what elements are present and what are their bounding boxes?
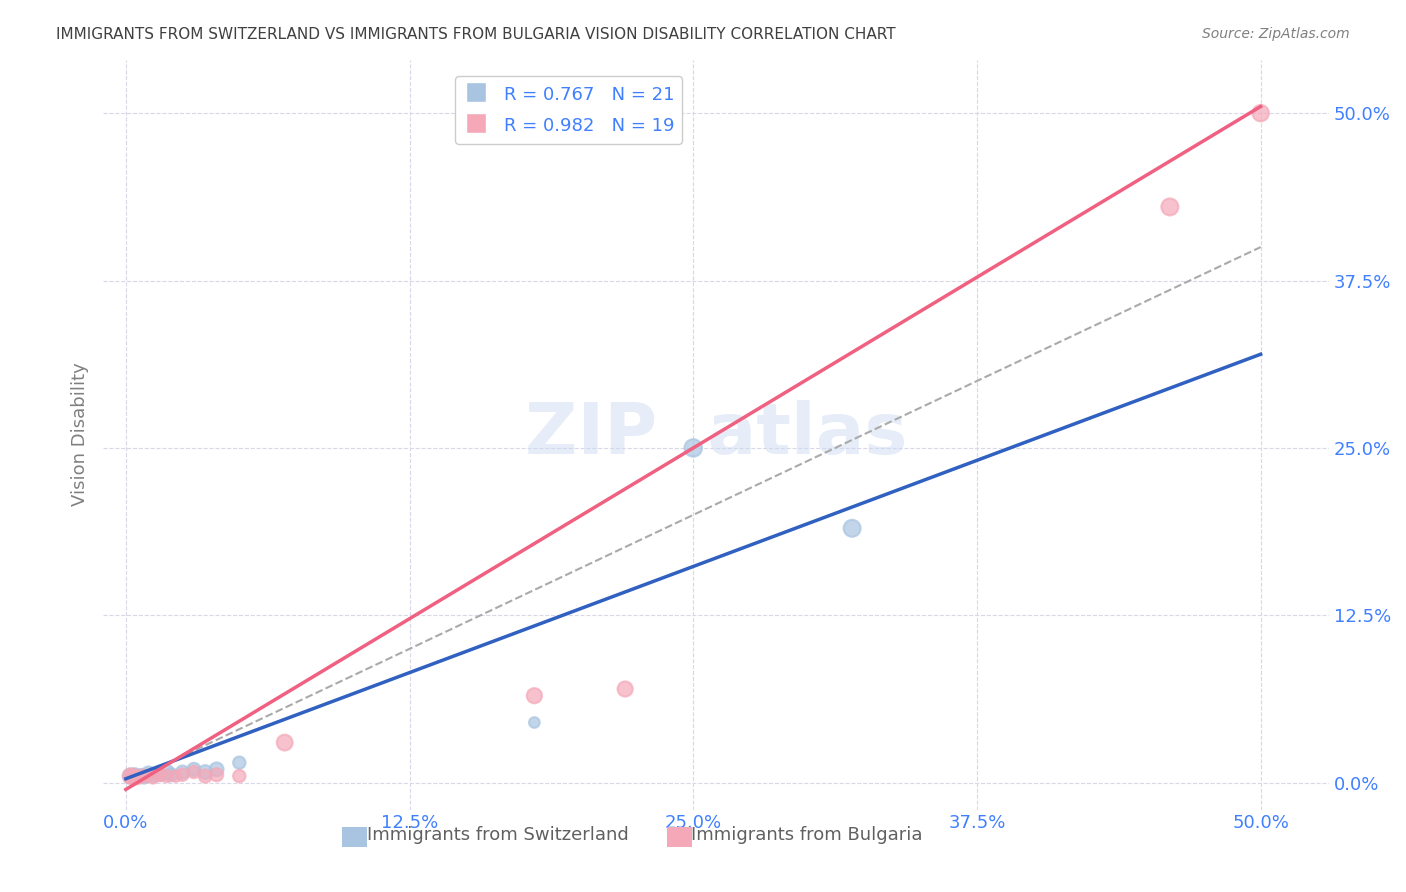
Point	[132, 771, 155, 785]
Point	[120, 769, 142, 783]
Point	[149, 768, 172, 782]
Text: Immigrants from Switzerland: Immigrants from Switzerland	[367, 825, 628, 844]
Point	[142, 771, 165, 785]
Point	[228, 769, 250, 783]
Point	[614, 681, 637, 696]
Point	[205, 763, 228, 777]
Point	[156, 765, 179, 780]
Point	[127, 771, 149, 785]
Text: Source: ZipAtlas.com: Source: ZipAtlas.com	[1202, 27, 1350, 41]
Point	[149, 768, 172, 782]
Text: ZIP  atlas: ZIP atlas	[524, 401, 907, 469]
Point	[128, 769, 150, 783]
Point	[228, 756, 250, 770]
Point	[1250, 106, 1272, 120]
Point	[135, 769, 157, 783]
Point	[124, 768, 146, 782]
Point	[205, 768, 228, 782]
Text: IMMIGRANTS FROM SWITZERLAND VS IMMIGRANTS FROM BULGARIA VISION DISABILITY CORREL: IMMIGRANTS FROM SWITZERLAND VS IMMIGRANT…	[56, 27, 896, 42]
Point	[135, 769, 157, 783]
Point	[160, 768, 183, 782]
Point	[121, 769, 143, 783]
Point	[1159, 200, 1181, 214]
Point	[120, 769, 142, 783]
Point	[273, 735, 295, 749]
Point	[156, 769, 179, 783]
Text: Immigrants from Bulgaria: Immigrants from Bulgaria	[692, 825, 922, 844]
Point	[172, 768, 194, 782]
Point	[194, 769, 217, 783]
Point	[165, 769, 187, 783]
Point	[194, 765, 217, 780]
Point	[131, 768, 153, 782]
Point	[138, 766, 160, 780]
Point	[183, 765, 205, 780]
Point	[183, 763, 205, 777]
Point	[682, 441, 704, 455]
Point	[841, 521, 863, 535]
Point	[523, 689, 546, 703]
Point	[127, 769, 149, 783]
Point	[131, 769, 153, 783]
Point	[121, 769, 143, 783]
Legend: R = 0.767   N = 21, R = 0.982   N = 19: R = 0.767 N = 21, R = 0.982 N = 19	[456, 76, 682, 144]
Point	[172, 765, 194, 780]
Point	[523, 715, 546, 730]
Y-axis label: Vision Disability: Vision Disability	[72, 363, 89, 507]
Point	[142, 769, 165, 783]
